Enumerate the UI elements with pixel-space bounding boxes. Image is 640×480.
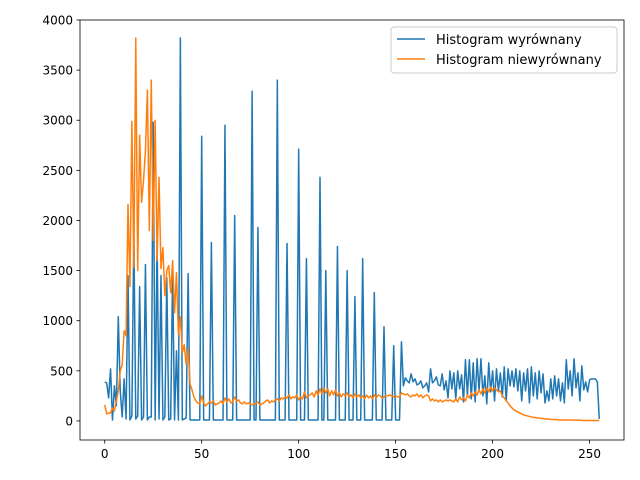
y-tick-label: 1000 xyxy=(42,314,73,328)
plot-area xyxy=(103,37,601,422)
series-line-histogram-wyrownany xyxy=(104,37,601,421)
y-tick-label: 3000 xyxy=(42,114,73,128)
x-tick-label: 0 xyxy=(101,447,109,461)
x-tick-label: 250 xyxy=(578,447,601,461)
y-tick-label: 3500 xyxy=(42,64,73,78)
y-tick-label: 1500 xyxy=(42,264,73,278)
y-tick-label: 2000 xyxy=(42,214,73,228)
x-tick-label: 100 xyxy=(287,447,310,461)
legend: Histogram wyrównany Histogram niewyrówna… xyxy=(390,26,618,74)
x-tick-label: 50 xyxy=(194,447,209,461)
y-tick-label: 2500 xyxy=(42,164,73,178)
x-axis: 0 50 100 150 200 250 xyxy=(101,440,601,461)
axes-frame xyxy=(79,19,625,441)
x-tick-label: 150 xyxy=(384,447,407,461)
y-tick-label: 500 xyxy=(50,364,73,378)
series-line-histogram-niewyrownany xyxy=(103,37,600,422)
y-axis: 0 500 1000 1500 2000 2500 3000 3500 4000 xyxy=(42,14,80,428)
legend-box xyxy=(390,26,618,74)
x-tick-label: 200 xyxy=(481,447,504,461)
legend-label-histogram-wyrownany: Histogram wyrównany xyxy=(436,33,582,48)
legend-label-histogram-niewyrownany: Histogram niewyrównany xyxy=(436,53,602,68)
y-tick-label: 0 xyxy=(65,414,73,428)
y-tick-label: 4000 xyxy=(42,14,73,28)
